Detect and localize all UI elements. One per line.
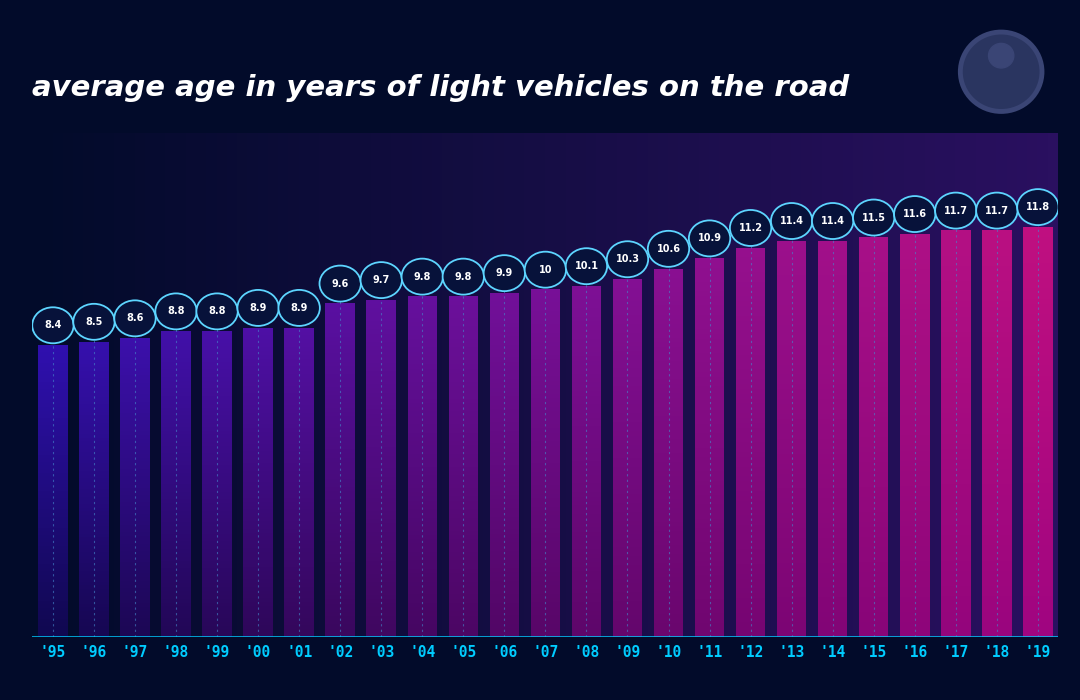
Text: 10.9: 10.9 bbox=[698, 233, 721, 244]
Ellipse shape bbox=[197, 293, 238, 330]
Ellipse shape bbox=[812, 203, 853, 239]
Ellipse shape bbox=[525, 252, 566, 288]
Text: average age in years of light vehicles on the road: average age in years of light vehicles o… bbox=[32, 74, 850, 102]
Text: 11.7: 11.7 bbox=[985, 206, 1009, 216]
Text: 10: 10 bbox=[539, 265, 552, 274]
Circle shape bbox=[988, 43, 1014, 68]
Text: 8.8: 8.8 bbox=[167, 307, 185, 316]
Ellipse shape bbox=[935, 193, 976, 229]
Text: 8.8: 8.8 bbox=[208, 307, 226, 316]
Text: 10.6: 10.6 bbox=[657, 244, 680, 254]
Text: 8.9: 8.9 bbox=[249, 303, 267, 313]
Ellipse shape bbox=[1017, 189, 1058, 225]
Text: 9.8: 9.8 bbox=[455, 272, 472, 281]
Ellipse shape bbox=[771, 203, 812, 239]
Ellipse shape bbox=[648, 231, 689, 267]
Ellipse shape bbox=[361, 262, 402, 298]
Text: 11.5: 11.5 bbox=[862, 213, 886, 223]
Ellipse shape bbox=[156, 293, 197, 330]
Text: 11.6: 11.6 bbox=[903, 209, 927, 219]
Text: 9.9: 9.9 bbox=[496, 268, 513, 278]
Ellipse shape bbox=[976, 193, 1017, 229]
Text: 11.4: 11.4 bbox=[821, 216, 845, 226]
Text: 8.9: 8.9 bbox=[291, 303, 308, 313]
Ellipse shape bbox=[853, 199, 894, 235]
Ellipse shape bbox=[566, 248, 607, 284]
Ellipse shape bbox=[443, 258, 484, 295]
Text: 10.3: 10.3 bbox=[616, 254, 639, 264]
Ellipse shape bbox=[238, 290, 279, 326]
Circle shape bbox=[960, 32, 1042, 111]
Text: 8.4: 8.4 bbox=[44, 321, 62, 330]
Ellipse shape bbox=[484, 256, 525, 291]
Ellipse shape bbox=[73, 304, 114, 340]
Ellipse shape bbox=[320, 265, 361, 302]
Ellipse shape bbox=[114, 300, 156, 336]
Text: 11.8: 11.8 bbox=[1026, 202, 1050, 212]
Ellipse shape bbox=[689, 220, 730, 256]
Text: 9.7: 9.7 bbox=[373, 275, 390, 285]
Ellipse shape bbox=[607, 241, 648, 277]
Ellipse shape bbox=[32, 307, 73, 343]
Text: 11.2: 11.2 bbox=[739, 223, 762, 233]
Text: 11.4: 11.4 bbox=[780, 216, 804, 226]
Ellipse shape bbox=[402, 258, 443, 295]
Text: 8.5: 8.5 bbox=[85, 317, 103, 327]
Ellipse shape bbox=[894, 196, 935, 232]
Text: 10.1: 10.1 bbox=[575, 261, 598, 271]
Ellipse shape bbox=[730, 210, 771, 246]
Text: 9.6: 9.6 bbox=[332, 279, 349, 288]
Ellipse shape bbox=[279, 290, 320, 326]
Text: 9.8: 9.8 bbox=[414, 272, 431, 281]
Text: 8.6: 8.6 bbox=[126, 314, 144, 323]
Text: 11.7: 11.7 bbox=[944, 206, 968, 216]
